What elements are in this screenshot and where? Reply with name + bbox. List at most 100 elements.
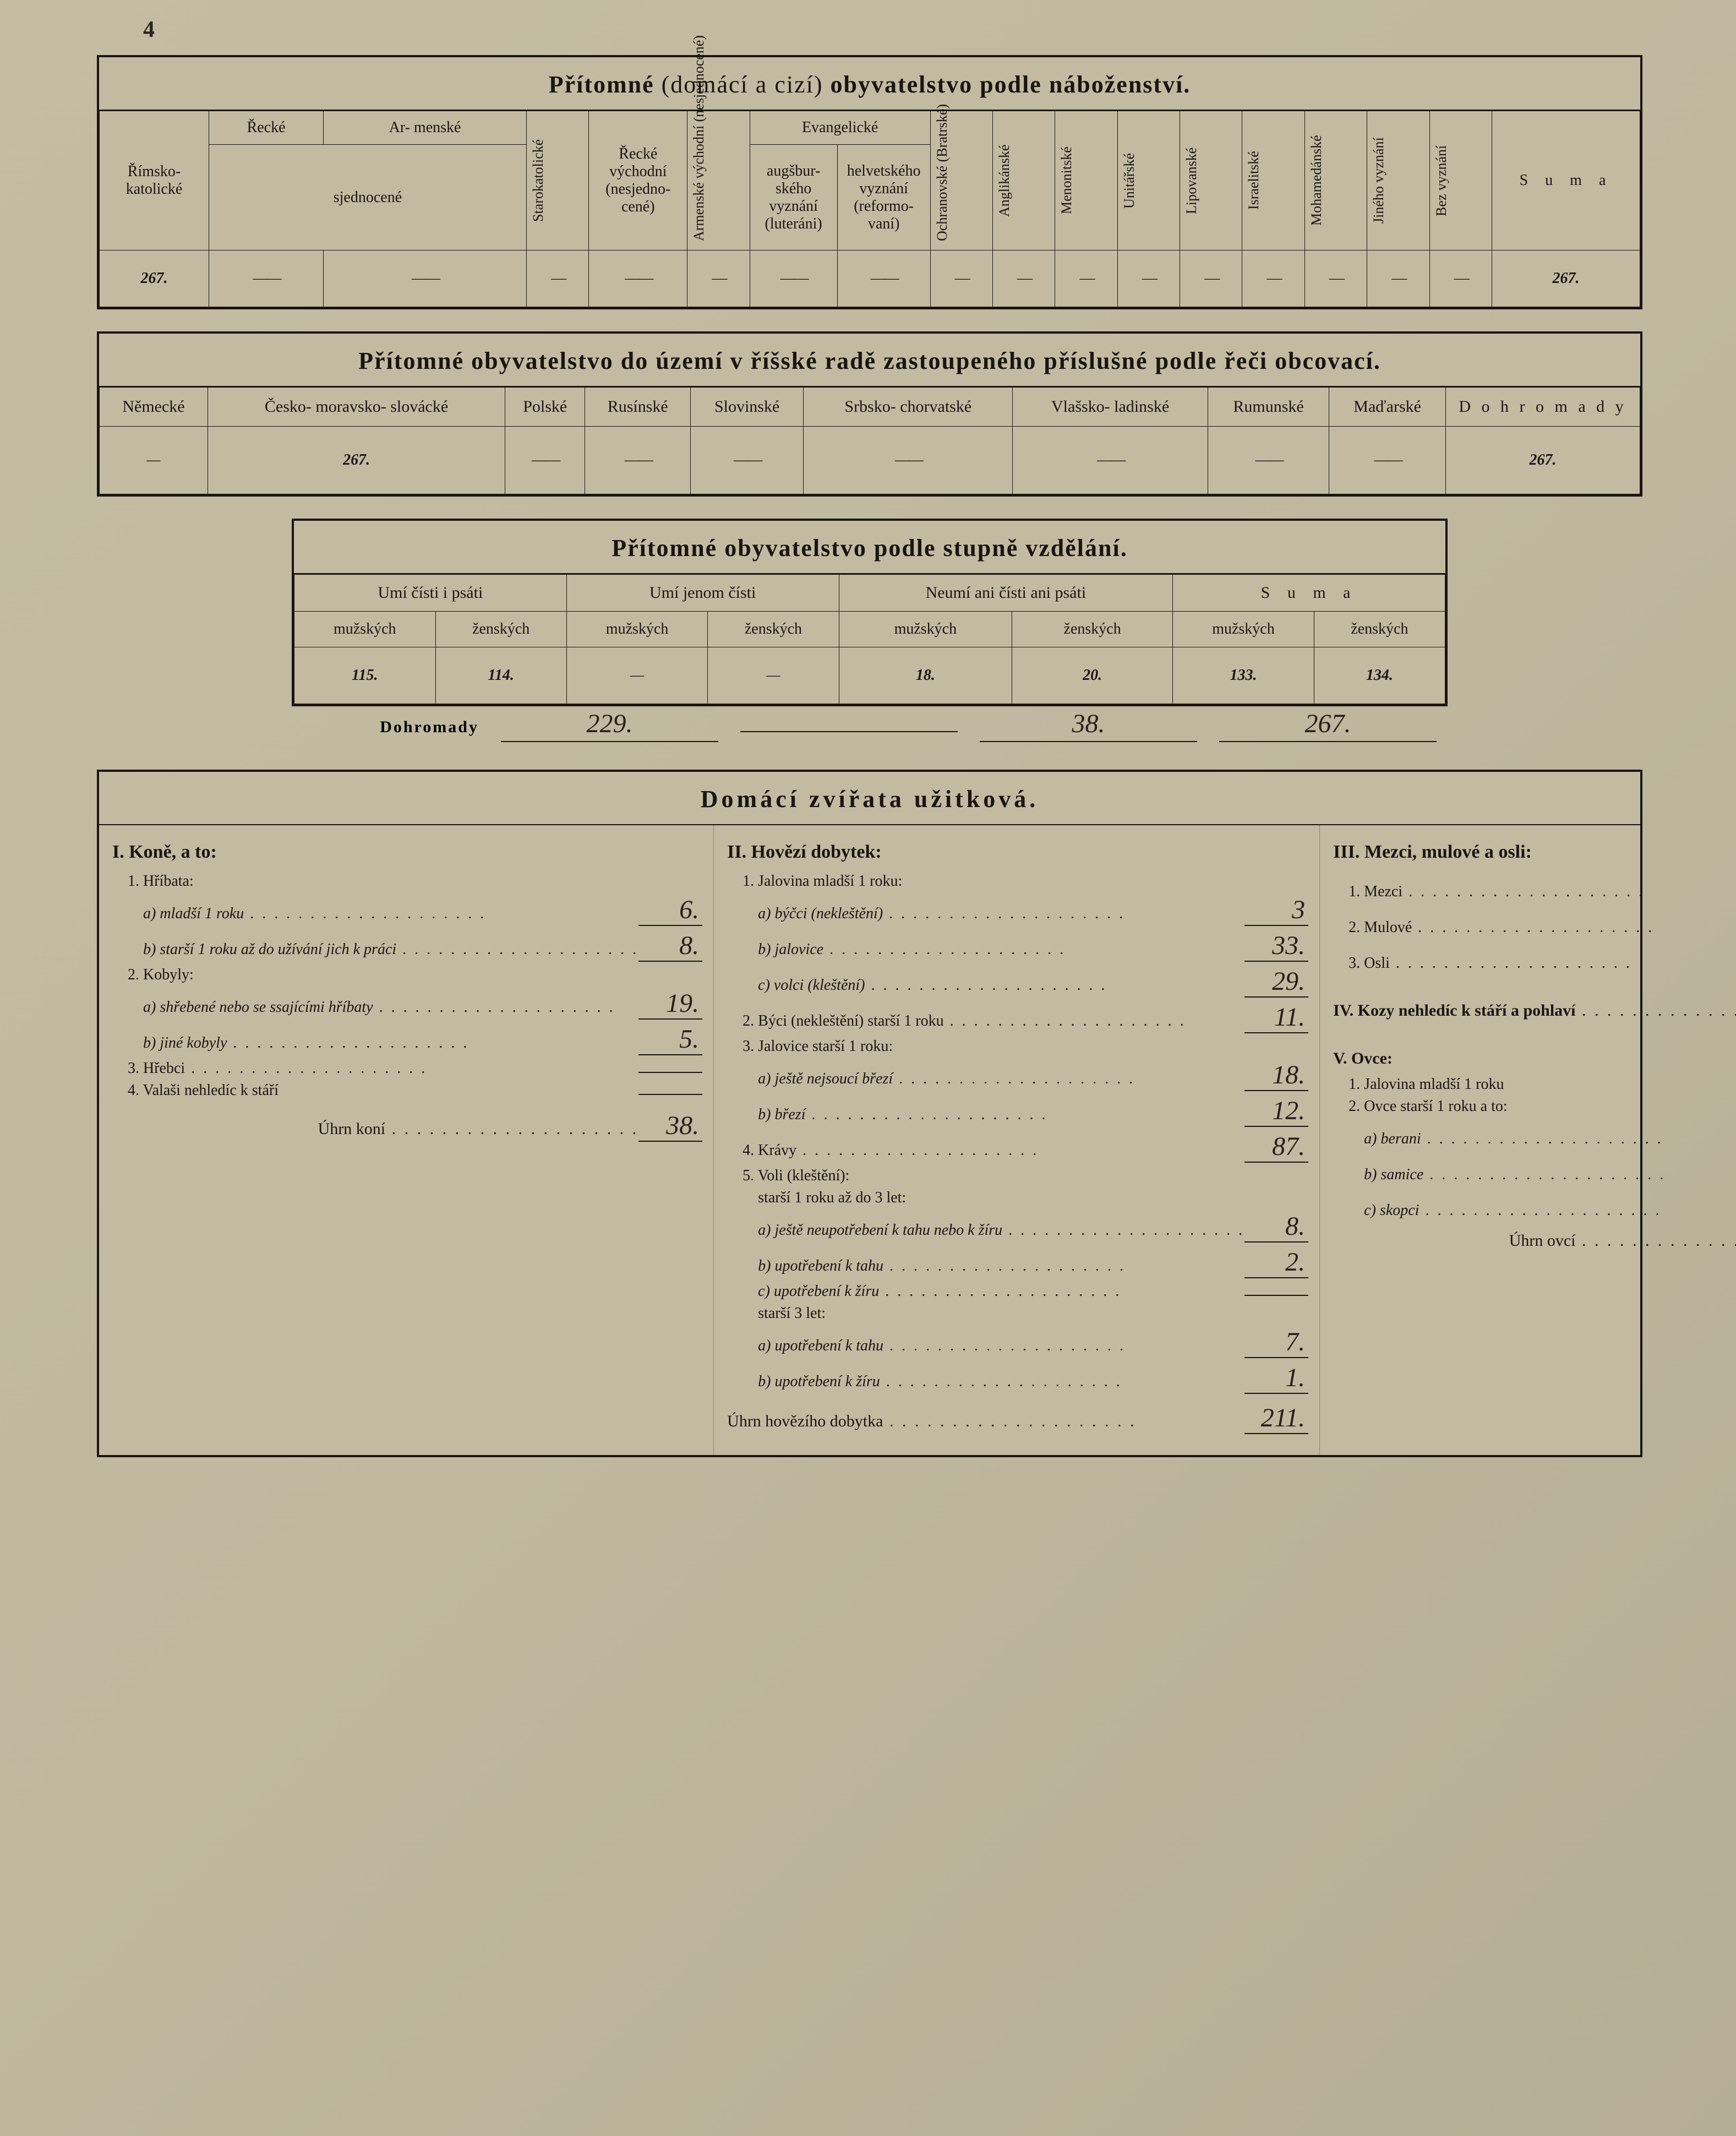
col-header: Umí jenom čísti [566,575,839,612]
cell: — [1429,250,1492,307]
livestock-col-2: II. Hovězí dobytek: 1. Jalovina mladší 1… [714,825,1320,1455]
row-label: Úhrn ovcí [1333,1232,1736,1250]
language-title: Přítomné obyvatelstvo do území v říšské … [99,334,1640,387]
title-word: Přítomné [549,71,654,98]
education-table: Umí čísti i psáti Umí jenom čísti Neumí … [294,574,1445,704]
row-value [1244,1295,1308,1296]
col-header: Starokatolické [526,111,588,250]
cell: — [930,250,992,307]
education-wrap: Přítomné obyvatelstvo podle stupně vzděl… [292,519,1448,742]
row-label: b) samice [1364,1166,1736,1184]
cell: — [1242,250,1304,307]
row-label: a) shřebené nebo se ssajícími hříbaty [143,999,638,1016]
title-word: (domácí a cizí) [662,71,823,98]
row-value: 29. [1244,966,1308,998]
row-value: 8. [638,930,702,962]
row-label: starší 1 roku až do 3 let: [758,1189,1308,1207]
col-header: Neumí ani čísti ani psáti [839,575,1173,612]
section-heading: I. Koně, a to: [112,842,702,863]
col-header: Umí čísti i psáti [294,575,567,612]
section-heading: II. Hovězí dobytek: [727,842,1308,863]
census-page: 4 Přítomné (domácí a cizí) obyvatelstvo … [0,0,1736,2136]
cell: —— [691,427,804,494]
livestock-col-1: I. Koně, a to: 1. Hříbata: a) mladší 1 r… [99,825,714,1455]
col-header: Vlašsko- ladinské [1013,388,1208,427]
col-header: Anglikánské [992,111,1055,250]
col-header: Ar- menské [324,111,527,145]
row-label: a) berani [1364,1130,1736,1148]
total-cell [740,729,958,732]
row-value: 5. [638,1024,702,1055]
education-title: Přítomné obyvatelstvo podle stupně vzděl… [294,521,1445,574]
row-value: 33. [1244,930,1308,962]
cell: — [100,427,208,494]
cell: — [1180,250,1242,307]
col-header: D o h r o m a d y [1446,388,1640,427]
row-label: b) starší 1 roku až do užívání jich k pr… [143,941,638,958]
row-value: 38. [638,1110,702,1142]
col-header: Rumunské [1208,388,1329,427]
row-label: b) jiné kobyly [143,1034,638,1052]
row-label: 1. Jalovina mladší 1 roku [1349,1076,1736,1093]
row-label: a) mladší 1 roku [143,905,638,923]
totals-label: Dohromady [292,718,490,737]
row-label: 3. Hřebci [128,1060,638,1077]
table-row: — 267. —— —— —— —— —— —— —— 267. [100,427,1640,494]
row-value: 1. [1244,1363,1308,1394]
row-label: Úhrn hovězího dobytka [727,1412,1244,1431]
page-number: 4 [143,17,155,43]
title-word: obyvatelstvo podle náboženství. [830,71,1191,98]
cell: —— [209,250,324,307]
row-value [638,1094,702,1095]
cell: —— [585,427,691,494]
row-label: a) upotřebení k tahu [758,1337,1244,1355]
col-subheader: mužských [1173,612,1314,647]
col-header: Unitářské [1117,111,1180,250]
col-header: Bez vyznání [1429,111,1492,250]
title-text: Přítomné obyvatelstvo do území v říšské … [358,347,1381,374]
col-header: Slovinské [691,388,804,427]
row-label: c) upotřebení k žíru [758,1283,1244,1300]
row-label: starší 3 let: [758,1305,1308,1322]
row-label: 3. Osli [1349,955,1736,972]
col-header: Německé [100,388,208,427]
row-value: 87. [1244,1131,1308,1163]
row-label: b) upotřebení k tahu [758,1257,1244,1275]
cell: 114. [435,647,566,704]
col-header: Rusínské [585,388,691,427]
title-text: Přítomné obyvatelstvo podle stupně vzděl… [612,535,1127,562]
row-value: 11. [1244,1002,1308,1033]
cell: 115. [294,647,436,704]
cell: 267. [208,427,505,494]
education-totals: Dohromady 229. 38. 267. [292,709,1448,742]
col-subheader: ženských [435,612,566,647]
cell: — [992,250,1055,307]
col-header: Lipovanské [1180,111,1242,250]
col-header: Řecké východní (nesjedno- cené) [589,111,687,250]
table-row: 115. 114. — — 18. 20. 133. 134. [294,647,1445,704]
language-table: Německé Česko- moravsko- slovácké Polské… [99,387,1640,494]
cell: — [1117,250,1180,307]
title-text: Domácí zvířata užitková. [701,786,1039,813]
cell: — [526,250,588,307]
row-label: 1. Mezci [1349,883,1736,901]
row-label: b) jalovice [758,941,1244,958]
livestock-panel: Domácí zvířata užitková. I. Koně, a to: … [97,770,1642,1457]
row-label: c) skopci [1364,1202,1736,1219]
cell: —— [804,427,1013,494]
row-value: 211. [1244,1403,1308,1434]
cell: —— [837,250,930,307]
cell: —— [1329,427,1446,494]
section-heading: III. Mezci, mulové a osli: [1333,842,1736,863]
row-value [638,1072,702,1073]
religion-title: Přítomné (domácí a cizí) obyvatelstvo po… [99,57,1640,111]
cell: —— [1013,427,1208,494]
col-subheader: ženských [1314,612,1445,647]
row-label: c) volci (kleštění) [758,977,1244,994]
row-label: 2. Býci (nekleštění) starší 1 roku [743,1012,1244,1030]
row-label: 1. Jalovina mladší 1 roku: [743,873,1308,890]
row-label: 4. Krávy [743,1142,1244,1159]
col-header: Římsko- katolické [100,111,209,250]
row-label: 2. Mulové [1349,919,1736,936]
row-value: 6. [638,895,702,926]
